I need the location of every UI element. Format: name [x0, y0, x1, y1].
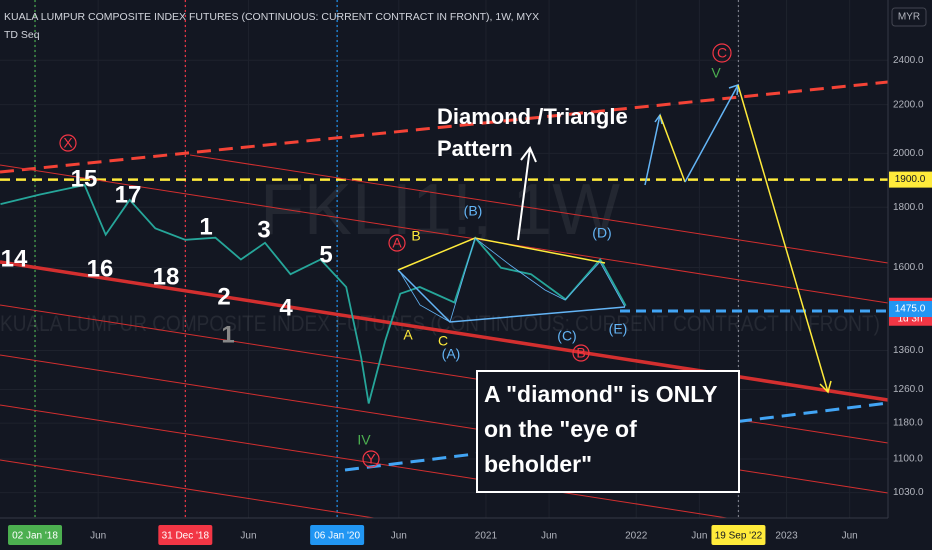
annotation: beholder" [484, 451, 592, 477]
wave-label: 16 [87, 255, 114, 282]
wave-label: (E) [609, 321, 628, 337]
y-tick-label: 1600.0 [893, 262, 924, 273]
y-axis [888, 0, 932, 550]
y-tick-label: 1100.0 [893, 454, 923, 465]
wave-label: 1 [221, 321, 234, 348]
wave-labels: 14 15 16 17 18 1 2 1 3 4 5 X Y IV A B A … [1, 43, 732, 468]
x-tick-label: 2023 [775, 531, 798, 542]
wave-label: (C) [557, 328, 576, 344]
wave-label: B [411, 228, 420, 244]
x-tick-label: 31 Dec '18 [162, 531, 210, 542]
axes: 1030.0 1100.0 1180.0 1260.0 1360.0 1600.0 1800… [8, 55, 932, 545]
x-tick-box [310, 525, 365, 545]
y-tick-label: 2000.0 [893, 148, 924, 159]
wave-label: 17 [115, 181, 142, 208]
circle-marker [59, 134, 77, 152]
wave-label: C [438, 333, 448, 349]
x-tick-label: 2022 [625, 531, 648, 542]
wave-label: IV [357, 432, 371, 448]
wave-label: 1 [199, 213, 212, 240]
wave-label: C [717, 45, 727, 61]
wave-label: (A) [442, 346, 461, 362]
note-box [476, 370, 740, 493]
wave-label: 3 [257, 216, 270, 243]
price-label: 1900.0 [895, 174, 926, 185]
annotation: on the "eye of [484, 416, 637, 442]
wave-label: A [392, 235, 402, 251]
x-tick-label: 19 Sep '22 [715, 531, 763, 542]
y-tick-label: 2400.0 [893, 55, 924, 66]
price-line [0, 183, 627, 404]
x-tick-label: 02 Jan '18 [12, 531, 58, 542]
wave-label: V [711, 65, 721, 81]
y-tick-label: 1800.0 [893, 202, 924, 213]
circle-marker [572, 344, 590, 362]
annotation: Diamond /Triangle [437, 104, 628, 129]
wave-label: 4 [279, 294, 293, 321]
y-tick-label: 1180.0 [893, 418, 923, 429]
y-tick-label: 1260.0 [893, 384, 924, 395]
price-label-box [889, 171, 932, 188]
wave-label: X [63, 135, 73, 151]
wave-label: 2 [217, 283, 230, 310]
x-tick-label: Jun [90, 531, 106, 542]
price-label-box [889, 301, 932, 318]
currency: MYR [898, 12, 920, 23]
x-axis [0, 518, 932, 550]
x-tick-label: Jun [541, 531, 557, 542]
x-tick-label: Jun [240, 531, 256, 542]
x-tick-box [158, 525, 213, 545]
wave-label: (D) [592, 225, 611, 241]
wave-label: 18 [153, 263, 180, 290]
x-tick-label: 2021 [475, 531, 498, 542]
wave-label: A [403, 327, 413, 343]
wave-label: Y [366, 451, 376, 467]
circle-marker [388, 234, 406, 252]
y-tick-label: 1360.0 [893, 345, 924, 356]
x-tick-label: Jun [691, 531, 707, 542]
wave-label: (B) [464, 203, 483, 219]
x-tick-box [711, 525, 766, 545]
circle-marker [712, 43, 732, 63]
indicator-name: TD Seq [4, 29, 40, 41]
wave-label: B [576, 345, 585, 361]
wave-label: 15 [71, 165, 98, 192]
chart-title: KUALA LUMPUR COMPOSITE INDEX FUTURES (CO… [4, 11, 539, 23]
watermark: FKLI1!, 1W [260, 170, 620, 250]
wave-label: 5 [319, 241, 332, 268]
wave-label: 14 [1, 245, 28, 272]
y-tick-label: 2200.0 [893, 99, 924, 110]
x-tick-label: 06 Jan '20 [314, 531, 360, 542]
price-label-note: 1d 3h [897, 313, 922, 324]
x-tick-label: Jun [842, 531, 858, 542]
x-tick-box [8, 525, 63, 545]
annotation: Pattern [437, 136, 513, 161]
x-tick-label: Jun [391, 531, 407, 542]
annotation: A "diamond" is ONLY [484, 381, 718, 407]
price-label: 1475.0 [895, 304, 926, 315]
circle-marker [362, 450, 380, 468]
y-tick-label: 1030.0 [893, 487, 924, 498]
price [0, 183, 627, 404]
currency-box [891, 7, 927, 27]
pattern-lines [397, 83, 832, 394]
